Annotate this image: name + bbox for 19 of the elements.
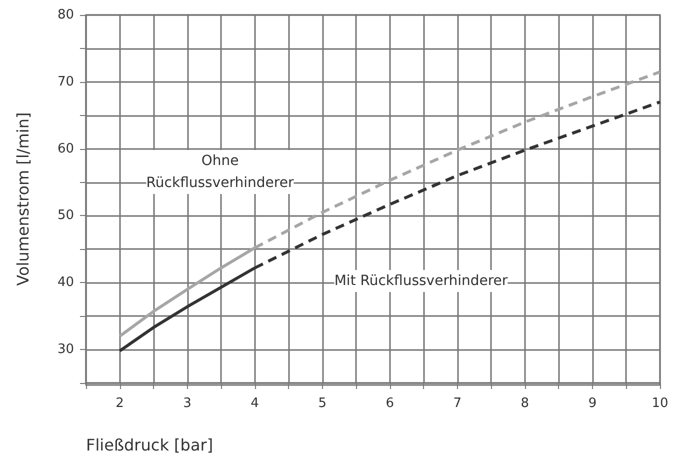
x-tick-label: 9 [588, 396, 597, 411]
y-tick-label: 40 [57, 275, 74, 290]
x-axis-title: Fließdruck [bar] [86, 436, 214, 453]
y-tick-label: 80 [57, 8, 74, 22]
y-tick-label: 70 [57, 74, 74, 90]
y-tick-label: 60 [57, 141, 74, 156]
annotation: Mit Rückflussverhinderer [334, 273, 508, 289]
x-tick-label: 5 [318, 396, 326, 411]
x-tick-label: 8 [520, 396, 530, 411]
x-tick-label: 3 [183, 396, 192, 411]
x-tick-label: 10 [652, 396, 668, 411]
y-axis-title: Volumenstrom [l/min] [14, 112, 32, 286]
x-tick-label: 6 [386, 396, 394, 411]
annotation: Ohne Rückflussverhinderer [146, 153, 294, 191]
x-tick-label: 7 [453, 396, 462, 411]
x-tick-label: 2 [116, 396, 124, 411]
x-tick-label: 4 [250, 396, 259, 411]
y-tick-label: 30 [57, 342, 74, 358]
y-tick-label: 50 [57, 208, 74, 224]
